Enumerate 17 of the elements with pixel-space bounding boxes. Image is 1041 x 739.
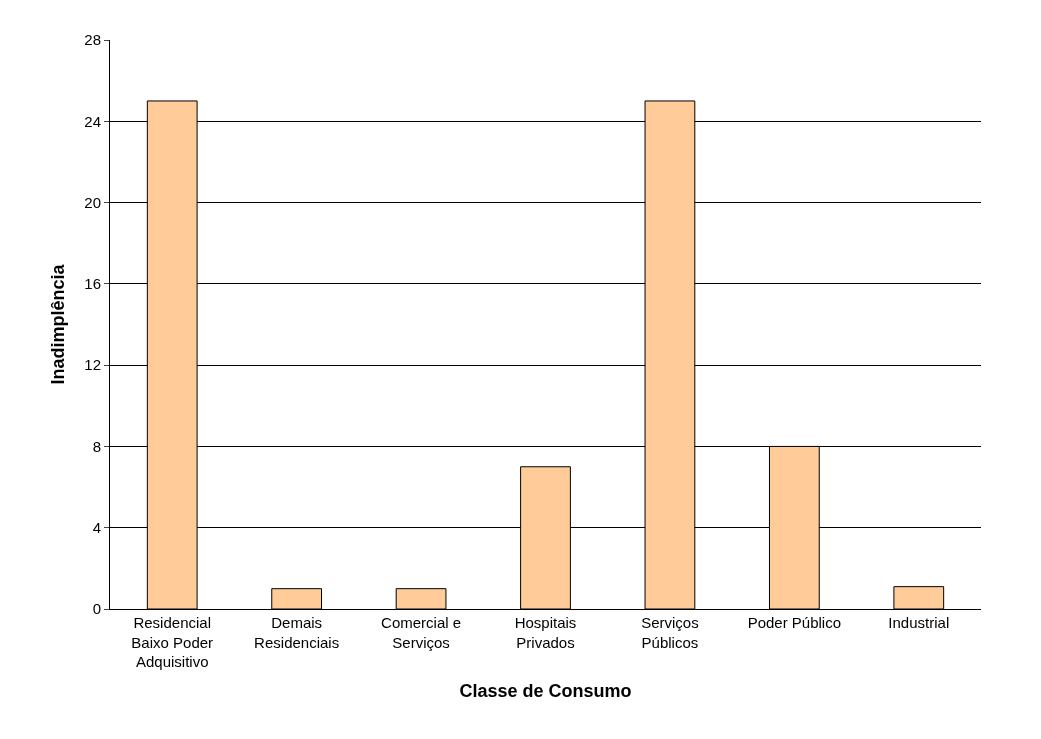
y-tick-label: 0 — [92, 600, 101, 618]
x-tick-label: Hospitais Privados — [514, 614, 577, 651]
y-tick-label: 4 — [92, 518, 101, 536]
x-tick-label: Comercial e Serviços — [381, 614, 462, 651]
x-tick-label: Poder Público — [747, 614, 842, 631]
y-tick-label: 16 — [84, 275, 101, 293]
x-tick-label: Industrial — [888, 614, 950, 631]
x-tick-label: Serviços Públicos — [641, 614, 699, 651]
x-tick-label: Demais Residenciais — [254, 614, 340, 651]
y-tick-label: 8 — [92, 437, 101, 455]
x-tick-label: Residencial Baixo Poder Adquisitivo — [131, 614, 214, 670]
y-axis-title: Inadimplência — [47, 263, 68, 385]
x-axis-title: Classe de Consumo — [459, 681, 632, 702]
y-tick-label: 28 — [84, 31, 101, 49]
y-tick-label: 24 — [84, 112, 101, 130]
y-tick-label: 20 — [84, 193, 101, 211]
y-tick-label: 12 — [84, 356, 101, 374]
